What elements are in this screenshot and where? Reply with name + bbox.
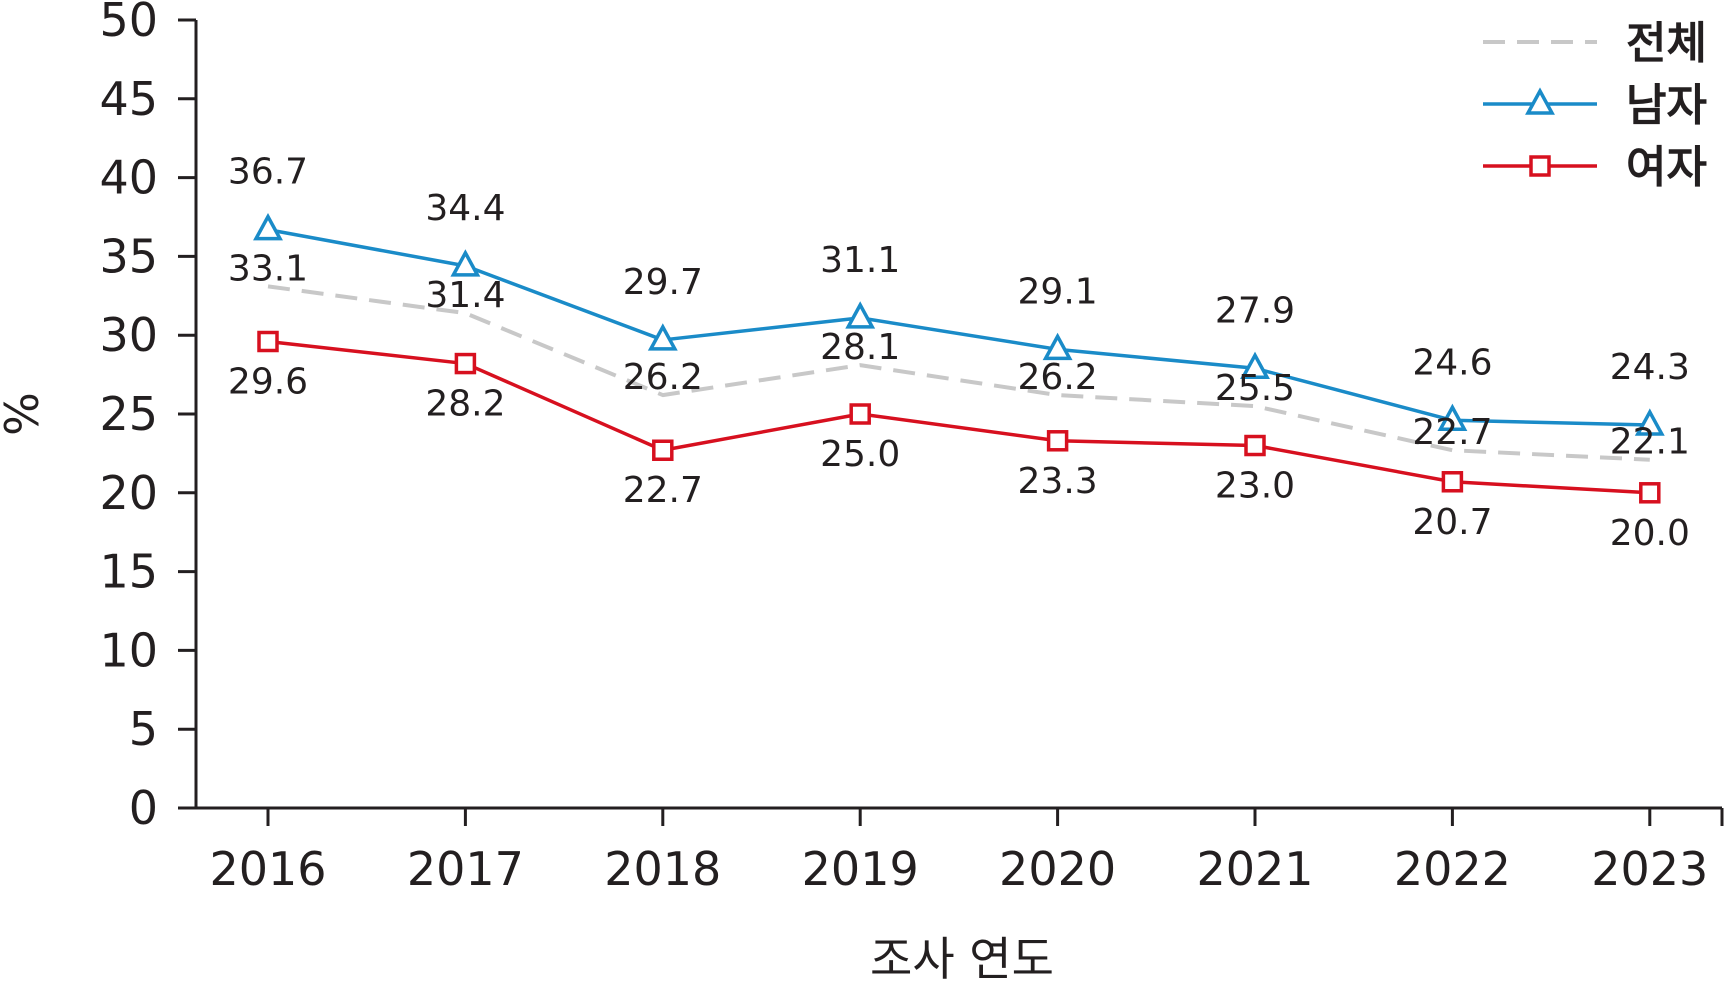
y-ticks: 0 5 10 15 20 25 30 35 40 45 50 <box>99 0 196 835</box>
legend-label: 남자 <box>1626 80 1707 131</box>
x-tick-label: 2023 <box>1591 842 1708 896</box>
y-tick-label: 50 <box>99 0 158 47</box>
x-tick-label: 2017 <box>407 842 524 896</box>
data-label: 27.9 <box>1215 290 1295 331</box>
y-tick-label: 30 <box>99 308 158 362</box>
x-axis-title: 조사 연도 <box>870 932 1054 984</box>
data-label: 22.1 <box>1610 422 1690 463</box>
legend-label: 전체 <box>1626 18 1707 69</box>
y-tick-label: 35 <box>99 229 158 283</box>
series-marker-square <box>1046 430 1069 452</box>
y-tick-label: 40 <box>99 151 158 205</box>
data-label: 25.5 <box>1215 368 1295 409</box>
data-label: 20.7 <box>1412 502 1492 543</box>
data-label: 23.0 <box>1215 466 1295 507</box>
data-label: 26.2 <box>1018 357 1098 398</box>
series-line-2 <box>267 339 1650 495</box>
legend-label: 여자 <box>1626 142 1707 193</box>
x-tick-label: 2019 <box>802 842 919 896</box>
data-label: 29.1 <box>1018 271 1098 312</box>
series-lines <box>267 227 1650 495</box>
legend-marker-square <box>1529 155 1551 177</box>
data-label: 23.3 <box>1018 461 1098 502</box>
y-axis-title: % <box>0 392 49 436</box>
data-label: 28.2 <box>425 384 505 425</box>
series-marker-square <box>1244 434 1266 457</box>
series-marker-square <box>1639 482 1661 504</box>
x-tick-label: 2020 <box>999 842 1116 896</box>
data-label: 34.4 <box>425 188 505 229</box>
data-label: 24.3 <box>1610 347 1690 388</box>
x-ticks: 2016 2017 2018 2019 2020 2021 2022 2023 <box>209 808 1724 896</box>
data-label: 25.0 <box>820 434 900 475</box>
series-marker-triangle <box>1240 351 1270 380</box>
data-label: 29.7 <box>623 262 703 303</box>
data-label: 26.2 <box>623 357 703 398</box>
y-tick-label: 0 <box>129 781 158 835</box>
data-label: 22.7 <box>623 470 703 511</box>
series-marker-triangle <box>1437 403 1468 432</box>
series-marker-square <box>652 439 674 461</box>
y-tick-label: 25 <box>99 387 158 441</box>
series-marker-square <box>849 403 871 425</box>
y-tick-label: 20 <box>99 466 158 520</box>
y-tick-label: 15 <box>99 545 158 599</box>
x-tick-label: 2016 <box>209 842 326 896</box>
data-labels: 33.1 31.4 26.2 28.1 26.2 25.5 22.7 22.1 36.7 34.4… <box>228 152 1690 554</box>
x-tick-label: 2018 <box>604 842 721 896</box>
data-label: 28.1 <box>820 327 900 368</box>
series-marker-square <box>1441 471 1464 493</box>
x-tick-label: 2022 <box>1394 842 1511 896</box>
series-marker-triangle <box>1634 408 1665 436</box>
data-label: 29.6 <box>228 362 308 403</box>
series-marker-triangle <box>1042 332 1073 361</box>
data-label: 31.1 <box>820 240 900 281</box>
x-tick-label: 2021 <box>1196 842 1313 896</box>
data-label: 24.6 <box>1412 342 1492 383</box>
series-marker-triangle <box>450 249 481 277</box>
data-label: 20.0 <box>1610 513 1690 554</box>
series-marker-square <box>454 352 477 375</box>
data-label: 36.7 <box>228 152 308 193</box>
series-marker-triangle <box>253 212 283 241</box>
series-marker-square <box>257 330 279 353</box>
data-label: 33.1 <box>228 248 308 289</box>
data-label: 22.7 <box>1412 412 1492 453</box>
legend-marker-triangle <box>1525 87 1555 115</box>
y-tick-label: 5 <box>129 702 158 756</box>
series-marker-triangle <box>845 301 876 329</box>
y-tick-label: 45 <box>99 72 158 126</box>
y-tick-label: 10 <box>99 623 158 677</box>
series-line-1 <box>267 227 1650 427</box>
series-marker-triangle <box>647 323 678 351</box>
data-label: 31.4 <box>425 275 505 316</box>
series-markers <box>253 212 1665 504</box>
